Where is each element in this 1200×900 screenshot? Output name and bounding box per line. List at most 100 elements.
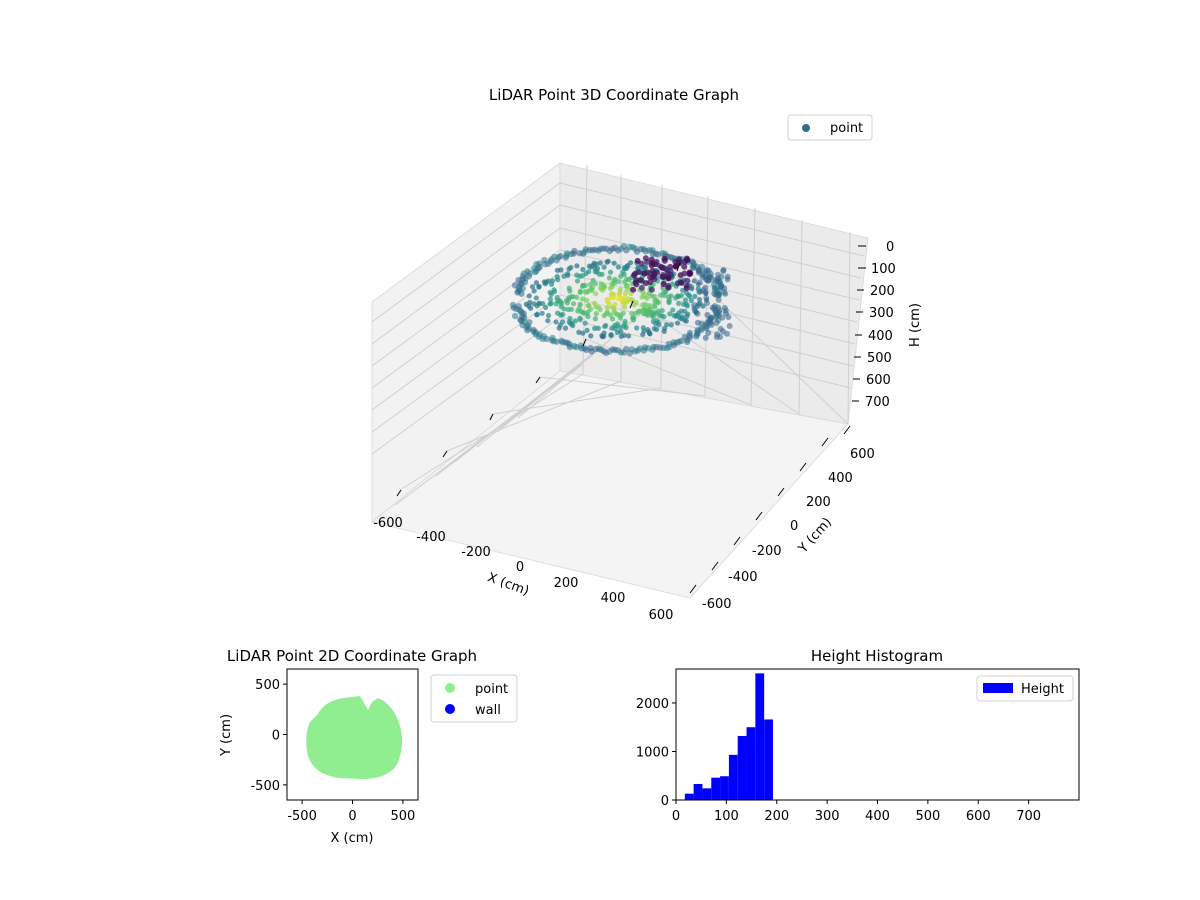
cloud-point (549, 278, 556, 284)
y-tick-2d-2: -500 (250, 779, 280, 794)
cloud-point (568, 306, 574, 313)
y-tick-3d-3: 0 (790, 519, 798, 534)
cloud-point (624, 283, 630, 289)
cloud-point (511, 282, 519, 289)
cloud-point (640, 302, 646, 308)
cloud-point (650, 314, 656, 320)
cloud-point (561, 273, 567, 279)
cloud-point (593, 291, 599, 297)
y-tick-3d-2: 200 (806, 495, 831, 510)
z-axis-label-3d: H (cm) (908, 303, 923, 347)
histogram-bar (720, 776, 729, 800)
cloud-point (626, 333, 632, 339)
cloud-point (614, 329, 621, 335)
cloud-point (711, 284, 718, 291)
cloud-point (646, 330, 653, 336)
x-axis-label-2d: X (cm) (331, 831, 374, 846)
cloud-point (687, 329, 694, 336)
cloud-point (584, 297, 590, 303)
cloud-point (624, 299, 630, 305)
x-tick-2d-0: -500 (287, 809, 317, 824)
histogram-axis-ticks (672, 702, 1030, 804)
cloud-point (707, 315, 714, 322)
cloud-point (607, 285, 613, 291)
z-ticks-3d: 0 100 200 300 400 500 600 700 (865, 240, 896, 410)
cloud-point (654, 318, 660, 324)
cloud-point (621, 304, 628, 310)
cloud-point (617, 287, 623, 293)
plot-2d-title: LiDAR Point 2D Coordinate Graph (227, 647, 477, 665)
cloud-point (699, 273, 706, 280)
cloud-point (684, 277, 691, 284)
cloud-point (597, 260, 603, 266)
x-ticks-3d: -600 -400 -200 0 200 400 600 (373, 516, 673, 623)
cloud-point (559, 300, 565, 306)
y-axis-label-3d: Y (cm) (795, 515, 835, 557)
cloud-point (616, 291, 622, 297)
point-cloud (509, 243, 733, 357)
plot-3d-title: LiDAR Point 3D Coordinate Graph (489, 86, 739, 104)
cloud-point (657, 313, 663, 319)
cloud-point (667, 267, 674, 274)
cloud-point (591, 260, 597, 266)
grid-3d (371, 164, 865, 506)
cloud-point (696, 289, 702, 295)
cloud-point (621, 323, 627, 329)
cloud-point (721, 305, 728, 312)
x-tick-3d-4: 200 (554, 576, 579, 591)
histogram-bar (737, 735, 747, 800)
legend-3d-frame (787, 114, 873, 141)
cloud-point (527, 299, 533, 306)
cloud-point (605, 258, 611, 264)
cloud-point (687, 270, 694, 277)
cloud-point (656, 322, 662, 328)
y-axis-label-2d: Y (cm) (219, 714, 234, 757)
cloud-point (611, 260, 617, 266)
cloud-point (660, 280, 667, 287)
legend-2d-wall-label: wall (475, 703, 501, 718)
cloud-point (558, 267, 564, 273)
y-tick-3d-6: -600 (702, 597, 732, 612)
cloud-point (715, 296, 722, 303)
cloud-point (715, 275, 722, 282)
z-tick-3d-5: 500 (867, 351, 892, 366)
cloud-point (566, 266, 572, 272)
cloud-point (665, 282, 672, 289)
cloud-point (579, 283, 586, 289)
cloud-point (547, 296, 553, 302)
cloud-point (604, 305, 610, 311)
histogram-y-tick-1: 1000 (636, 745, 669, 760)
cloud-point (713, 319, 720, 326)
x-tick-2d-1: 0 (348, 809, 356, 824)
cloud-point (609, 316, 616, 322)
cloud-point (688, 284, 695, 291)
cloud-point (584, 327, 590, 333)
cloud-point (529, 284, 536, 290)
cloud-point (702, 289, 709, 296)
cloud-point (582, 320, 588, 326)
cloud-point (691, 307, 698, 314)
cloud-point (533, 295, 539, 301)
cloud-point (612, 301, 618, 307)
axis-ticks-3d (396, 245, 866, 594)
z-tick-3d-6: 600 (866, 373, 891, 388)
cloud-point (548, 291, 554, 297)
cloud-point (634, 257, 641, 264)
cloud-point (571, 247, 578, 255)
cloud-point (667, 311, 673, 317)
cloud-point (670, 307, 676, 313)
cloud-point (655, 299, 661, 306)
cloud-point (509, 301, 517, 309)
y-tick-2d-1: 0 (272, 729, 280, 744)
legend-3d-label: point (830, 121, 863, 136)
cloud-point (553, 319, 559, 325)
cloud-point (545, 318, 551, 324)
cloud-point (620, 310, 626, 316)
z-tick-3d-1: 100 (871, 262, 896, 277)
cloud-point (658, 292, 664, 298)
cloud-point (570, 301, 577, 307)
legend-2d-point-marker (445, 683, 455, 693)
histogram-x-tick-0: 0 (672, 809, 680, 824)
cloud-point (580, 330, 586, 336)
cloud-point (648, 286, 655, 293)
